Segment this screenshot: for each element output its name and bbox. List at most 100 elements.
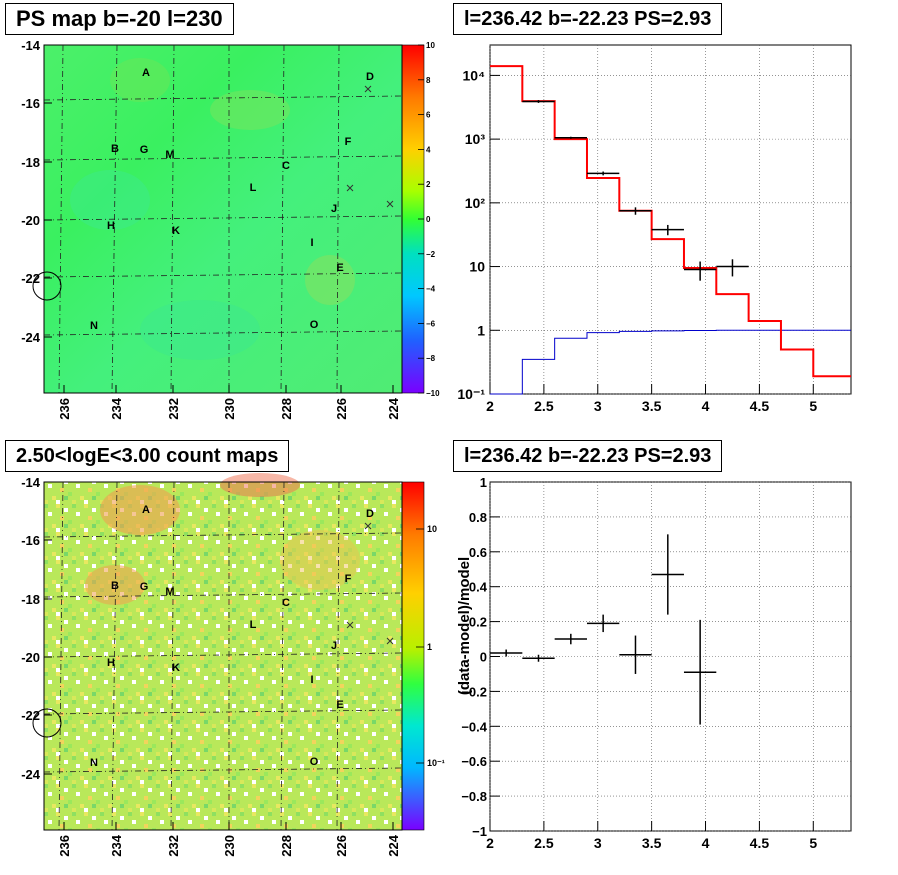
map-x-tick-label: 226	[334, 835, 349, 857]
ps-map-panel: -14 -16 -18 -20 -22 -24 236 234 232 230 228 226 224 1…	[21, 38, 440, 420]
source-label: A	[142, 504, 150, 516]
map-x-tick-label: 236	[57, 398, 72, 420]
residual-panel: 2 2.5 3 3.5 4 4.5 5 −1 −0.8 −0.6 −0.4 −0.2 0 0.2 0.4 0.…	[456, 475, 852, 851]
ps-map-patch	[110, 58, 170, 102]
map-y-tick-label: -22	[21, 271, 40, 286]
source-cross-marker	[346, 184, 354, 192]
residual-y-tick-label: −0.2	[461, 684, 487, 699]
count-map-field	[44, 482, 402, 830]
residual-title: l=236.42 b=-22.23 PS=2.93	[453, 440, 723, 472]
spectrum-y-tick-label: 1	[477, 322, 485, 338]
source-label: F	[345, 136, 352, 148]
residual-y-tick-label: 1	[480, 475, 487, 490]
source-cross-marker	[386, 200, 394, 208]
ps-map-patch	[70, 170, 150, 230]
model-spectrum-line	[490, 65, 851, 378]
source-label: N	[90, 320, 98, 332]
spectrum-y-tick-label: 10⁻¹	[457, 386, 485, 402]
count-colorbar	[402, 482, 424, 830]
source-label: B	[111, 143, 119, 155]
spectrum-x-tick-label: 2	[486, 398, 494, 414]
spectrum-y-tick-label: 10⁴	[463, 67, 486, 83]
residual-x-tick-label: 4	[702, 835, 710, 851]
source-cross-marker	[386, 637, 394, 645]
spectrum-plot	[490, 65, 851, 395]
spectrum-grid: 2 2.5 3 3.5 4 4.5 5 10⁻¹ 1 10 10² 10³ 10⁴	[457, 45, 851, 414]
spectrum-y-tick-label: 10²	[465, 195, 486, 211]
residual-y-tick-label: 0.8	[469, 510, 487, 525]
ps-map-patch	[305, 255, 355, 305]
colorbar-tick-label: −10	[426, 389, 440, 398]
map-x-tick-label: 228	[279, 398, 294, 420]
colorbar-tick-label: 10	[426, 41, 435, 50]
spectrum-x-tick-label: 5	[809, 398, 817, 414]
residual-y-tick-label: −0.4	[461, 719, 487, 734]
map-x-tick-label: 224	[386, 397, 401, 419]
colorbar-tick-label: −4	[426, 285, 436, 294]
source-label: M	[165, 586, 174, 598]
ps-map-patch	[210, 90, 290, 130]
spectrum-x-tick-label: 3	[594, 398, 602, 414]
colorbar-tick-label: −6	[426, 319, 436, 328]
source-label: G	[140, 144, 149, 156]
map-y-tick-label: -18	[21, 155, 40, 170]
source-label: L	[250, 182, 257, 194]
source-label: G	[140, 581, 149, 593]
residual-grid: 2 2.5 3 3.5 4 4.5 5 −1 −0.8 −0.6 −0.4 −0.2 0 0.2 0.4 0.…	[461, 475, 851, 851]
residual-x-tick-label: 4.5	[750, 835, 770, 851]
source-cross-marker	[364, 85, 372, 93]
map-y-tick-label: -22	[21, 708, 40, 723]
residual-y-tick-label: 0.4	[469, 580, 488, 595]
source-label: C	[282, 597, 290, 609]
residual-y-tick-label: −0.8	[461, 789, 487, 804]
spectrum-x-tick-label: 4.5	[750, 398, 770, 414]
map-x-tick-label: 236	[57, 835, 72, 857]
map-y-tick-label: -16	[21, 533, 40, 548]
source-label: K	[172, 662, 180, 674]
colorbar-frame	[401, 481, 425, 831]
residual-x-tick-label: 3.5	[642, 835, 662, 851]
residual-x-tick-label: 2	[486, 835, 494, 851]
map-y-tick-label: -20	[21, 213, 40, 228]
colorbar-tick-label: 10	[427, 524, 437, 534]
count-map-patch	[100, 485, 180, 535]
map-x-tick-label: 230	[222, 398, 237, 420]
source-label: J	[331, 203, 337, 215]
residual-y-tick-label: 0	[480, 650, 487, 665]
source-label: D	[366, 71, 374, 83]
map-y-tick-label: -24	[21, 330, 41, 345]
map-y-tick-label: -20	[21, 650, 40, 665]
residual-y-tick-label: 0.2	[469, 615, 487, 630]
map-y-tick-label: -18	[21, 592, 40, 607]
residual-x-tick-label: 5	[809, 835, 817, 851]
source-label: E	[336, 262, 343, 274]
count-map-patch	[220, 473, 300, 497]
spectrum-y-tick-label: 10	[469, 259, 485, 275]
source-cross-marker	[364, 522, 372, 530]
source-label: A	[142, 67, 150, 79]
ps-colorbar	[402, 45, 424, 393]
source-label: H	[107, 657, 115, 669]
count-map-panel: -14 -16 -18 -20 -22 -24 236 234 232 230 228 226 224 1…	[21, 473, 445, 857]
ps-map-patch	[140, 300, 260, 360]
spectrum-x-tick-label: 3.5	[642, 398, 662, 414]
target-circle-marker	[32, 708, 62, 738]
map-grid-line	[280, 44, 285, 394]
source-label: L	[250, 619, 257, 631]
ps-map-source-labels: A B G M C D F L J H K I E N O	[32, 67, 394, 332]
background-model-line	[490, 329, 851, 395]
spectrum-x-tick-label: 4	[702, 398, 710, 414]
map-x-tick-label: 228	[279, 835, 294, 857]
map-x-tick-label: 232	[166, 398, 181, 420]
colorbar-tick-label: −2	[426, 250, 436, 259]
map-grid-line	[170, 481, 175, 831]
residual-y-tick-label: −1	[472, 824, 487, 839]
source-cross-marker	[346, 621, 354, 629]
source-label: E	[336, 699, 343, 711]
count-map-grid: -14 -16 -18 -20 -22 -24 236 234 232 230 228 226 224 1…	[21, 475, 445, 857]
colorbar-tick-label: −8	[426, 354, 436, 363]
colorbar-tick-label: 4	[426, 145, 431, 154]
map-y-tick-label: -14	[21, 38, 41, 53]
map-y-tick-label: -16	[21, 96, 40, 111]
